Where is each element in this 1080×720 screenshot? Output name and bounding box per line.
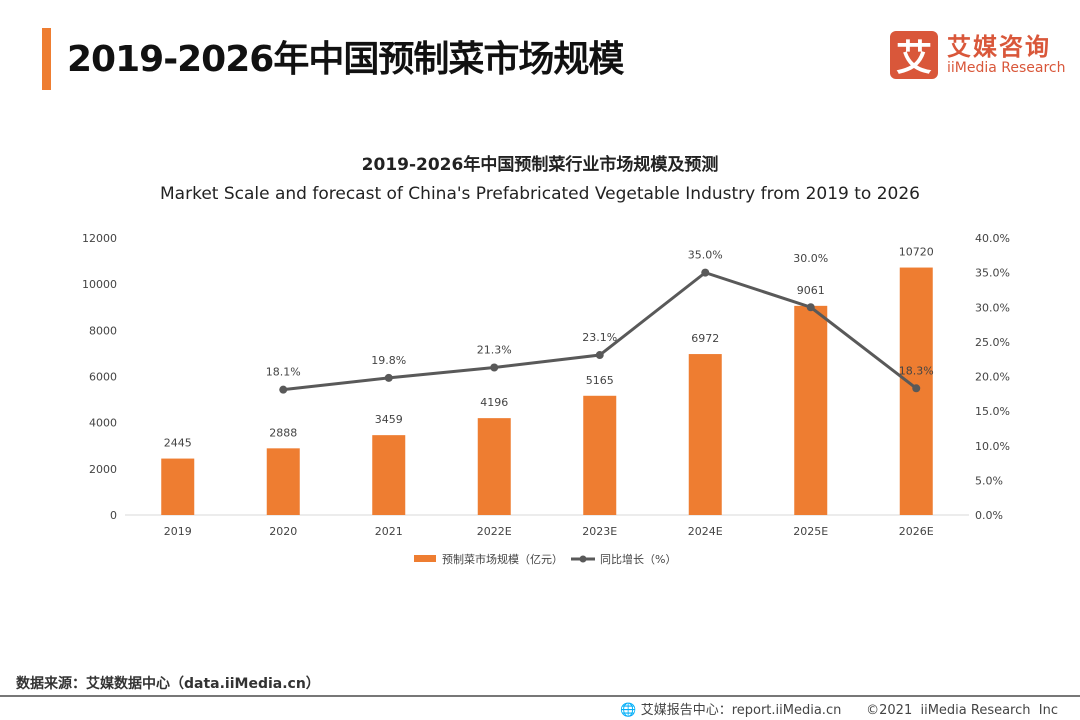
x-tick-label: 2023E (582, 525, 617, 538)
bar (688, 354, 722, 515)
y-right-tick-label: 10.0% (975, 440, 1010, 453)
growth-point (595, 351, 604, 360)
logo-mark: 艾 (890, 31, 938, 79)
iimedia-logo: 艾 艾媒咨询 iiMedia Research (890, 31, 1066, 79)
y-right-tick-label: 35.0% (975, 267, 1010, 280)
legend-line-label: 同比增长（%） (600, 552, 676, 566)
growth-label: 30.0% (793, 252, 828, 265)
copyright: ©2021 iiMedia Research Inc (866, 703, 1058, 718)
growth-label: 19.8% (371, 354, 406, 367)
x-tick-label: 2019 (164, 525, 192, 538)
y-right-tick-label: 15.0% (975, 405, 1010, 418)
logo-en: iiMedia Research (947, 60, 1066, 76)
globe-icon: 🌐 (620, 703, 641, 718)
footer-text: 🌐 艾媒报告中心：report.iiMedia.cn ©2021 iiMedia… (620, 699, 1058, 718)
y-right-tick-label: 30.0% (975, 301, 1010, 314)
y-right-tick-label: 0.0% (975, 509, 1003, 522)
bar-label: 4196 (480, 396, 508, 409)
y-left-tick-label: 4000 (89, 417, 117, 430)
growth-label: 23.1% (582, 331, 617, 344)
bar (477, 418, 511, 515)
chart: 0 2000 4000 6000 8000 10000 12000 0.0% 5.0% 10.0%… (82, 232, 1010, 566)
x-tick-label: 2022E (477, 525, 512, 538)
chart-title: 2019-2026年中国预制菜行业市场规模及预测 (361, 155, 719, 175)
bar (266, 448, 300, 515)
growth-label: 18.1% (266, 366, 301, 379)
data-source: 数据来源：艾媒数据中心（data.iiMedia.cn） (16, 676, 320, 692)
growth-point (490, 363, 499, 372)
bar (372, 435, 406, 515)
growth-label: 35.0% (688, 249, 723, 262)
x-tick-label: 2020 (269, 525, 297, 538)
y-right-tick-label: 5.0% (975, 474, 1003, 487)
footer-divider (0, 695, 1080, 697)
legend-bar-label: 预制菜市场规模（亿元） (442, 552, 563, 566)
y-left-tick-label: 2000 (89, 463, 117, 476)
bar-label: 10720 (899, 246, 934, 259)
bar-label: 9061 (797, 284, 825, 297)
legend-line-marker (579, 555, 587, 563)
legend-bar-swatch (414, 555, 436, 562)
bar (794, 305, 828, 515)
bar (583, 395, 617, 515)
x-tick-label: 2025E (793, 525, 828, 538)
y-left-tick-label: 10000 (82, 278, 117, 291)
title-accent-bar (42, 28, 51, 90)
y-left-tick-label: 8000 (89, 324, 117, 337)
y-right-tick-label: 20.0% (975, 371, 1010, 384)
bar (161, 458, 195, 515)
bar-label: 5165 (586, 374, 614, 387)
logo-cn: 艾媒咨询 (947, 33, 1051, 61)
bar-label: 3459 (375, 413, 403, 426)
chart-subtitle: Market Scale and forecast of China's Pre… (160, 184, 920, 204)
growth-point (912, 384, 921, 393)
growth-label: 21.3% (477, 343, 512, 356)
growth-point (384, 373, 393, 382)
y-right-tick-label: 25.0% (975, 336, 1010, 349)
x-tick-label: 2024E (688, 525, 723, 538)
growth-point (806, 303, 815, 312)
x-tick-label: 2026E (899, 525, 934, 538)
growth-point (701, 268, 710, 277)
bar-label: 6972 (691, 332, 719, 345)
y-left-tick-label: 0 (110, 509, 117, 522)
report-center: 艾媒报告中心：report.iiMedia.cn (640, 703, 842, 718)
bar-label: 2445 (164, 437, 192, 450)
x-tick-label: 2021 (375, 525, 403, 538)
y-left-tick-label: 6000 (89, 371, 117, 384)
page-title: 2019-2026年中国预制菜市场规模 (67, 39, 624, 80)
y-right-tick-label: 40.0% (975, 232, 1010, 245)
bar-label: 2888 (269, 426, 297, 439)
growth-label: 18.3% (899, 364, 934, 377)
growth-point (279, 385, 288, 394)
y-left-tick-label: 12000 (82, 232, 117, 245)
